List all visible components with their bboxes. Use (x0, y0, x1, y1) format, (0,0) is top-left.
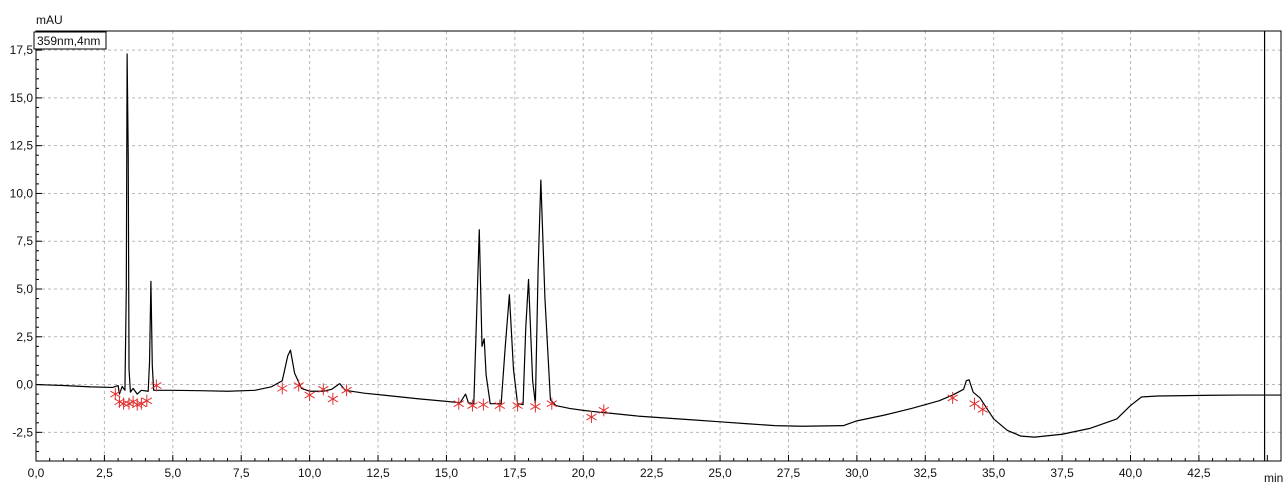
integration-mark (947, 391, 958, 404)
x-tick-label: 27,5 (777, 466, 801, 480)
y-tick-labels: -2,5 0,0 2,5 5,0 7,5 10,0 12,5 15,0 17,5 (10, 43, 34, 439)
integration-mark (453, 397, 465, 410)
grid (36, 31, 1281, 461)
x-tick-label: 32,5 (914, 466, 938, 480)
x-tick-label: 7,5 (233, 466, 250, 480)
x-tick-label: 35,0 (982, 466, 1006, 480)
integration-mark (341, 384, 352, 397)
integration-mark (318, 383, 329, 396)
integration-mark (977, 403, 989, 416)
integration-mark (969, 397, 980, 410)
integration-mark (478, 398, 489, 411)
trace-layer (35, 53, 1281, 438)
legend-box: 359nm,4nm (33, 31, 107, 50)
integration-mark (586, 411, 597, 424)
integration-mark (546, 397, 558, 410)
integration-mark (277, 382, 288, 395)
plot-frame (35, 30, 1282, 462)
x-tick-label: 20,0 (572, 466, 596, 480)
x-tick-label: 42,5 (1187, 466, 1211, 480)
x-tick-label: 12,5 (366, 466, 390, 480)
axes (35, 30, 1282, 462)
integration-mark (494, 399, 506, 412)
x-tick-label: 40,0 (1119, 466, 1143, 480)
x-tick-label: 17,5 (503, 466, 527, 480)
integration-mark (304, 389, 315, 402)
integration-mark (467, 399, 478, 412)
integration-mark (327, 392, 339, 405)
y-tick-label: -2,5 (12, 425, 33, 439)
y-tick-label: 2,5 (16, 330, 33, 344)
chromatogram-trace (35, 53, 1281, 438)
x-axis-label: min (1264, 471, 1283, 485)
integration-mark (530, 400, 541, 413)
y-tick-label: 5,0 (16, 282, 33, 296)
y-tick-label: 7,5 (16, 234, 33, 248)
x-tick-label: 22,5 (640, 466, 664, 480)
integration-mark (512, 399, 523, 412)
integration-mark (151, 379, 162, 392)
x-tick-label: 37,5 (1050, 466, 1074, 480)
integration-mark (598, 404, 610, 417)
x-tick-label: 15,0 (435, 466, 459, 480)
legend-label: 359nm,4nm (37, 34, 100, 48)
y-tick-label: 10,0 (10, 186, 34, 200)
x-tick-labels: 0,0 2,5 5,0 7,5 10,0 12,5 15,0 17,5 20,0 22,5 25,0… (28, 466, 1211, 480)
integration-marks (110, 379, 989, 424)
y-tick-label: 12,5 (10, 139, 34, 153)
y-tick-label: 0,0 (16, 378, 33, 392)
x-tick-label: 25,0 (708, 466, 732, 480)
integration-mark (141, 394, 153, 407)
x-tick-label: 5,0 (164, 466, 181, 480)
y-tick-label: 15,0 (10, 91, 34, 105)
integration-mark (110, 388, 121, 401)
x-tick-label: 10,0 (298, 466, 322, 480)
y-tick-label: 17,5 (10, 43, 34, 57)
integration-mark (293, 379, 304, 392)
x-tick-label: 0,0 (28, 466, 45, 480)
y-axis-label: mAU (36, 13, 63, 27)
x-tick-label: 2,5 (96, 466, 113, 480)
integration-mark (118, 397, 129, 410)
x-tick-label: 30,0 (845, 466, 869, 480)
